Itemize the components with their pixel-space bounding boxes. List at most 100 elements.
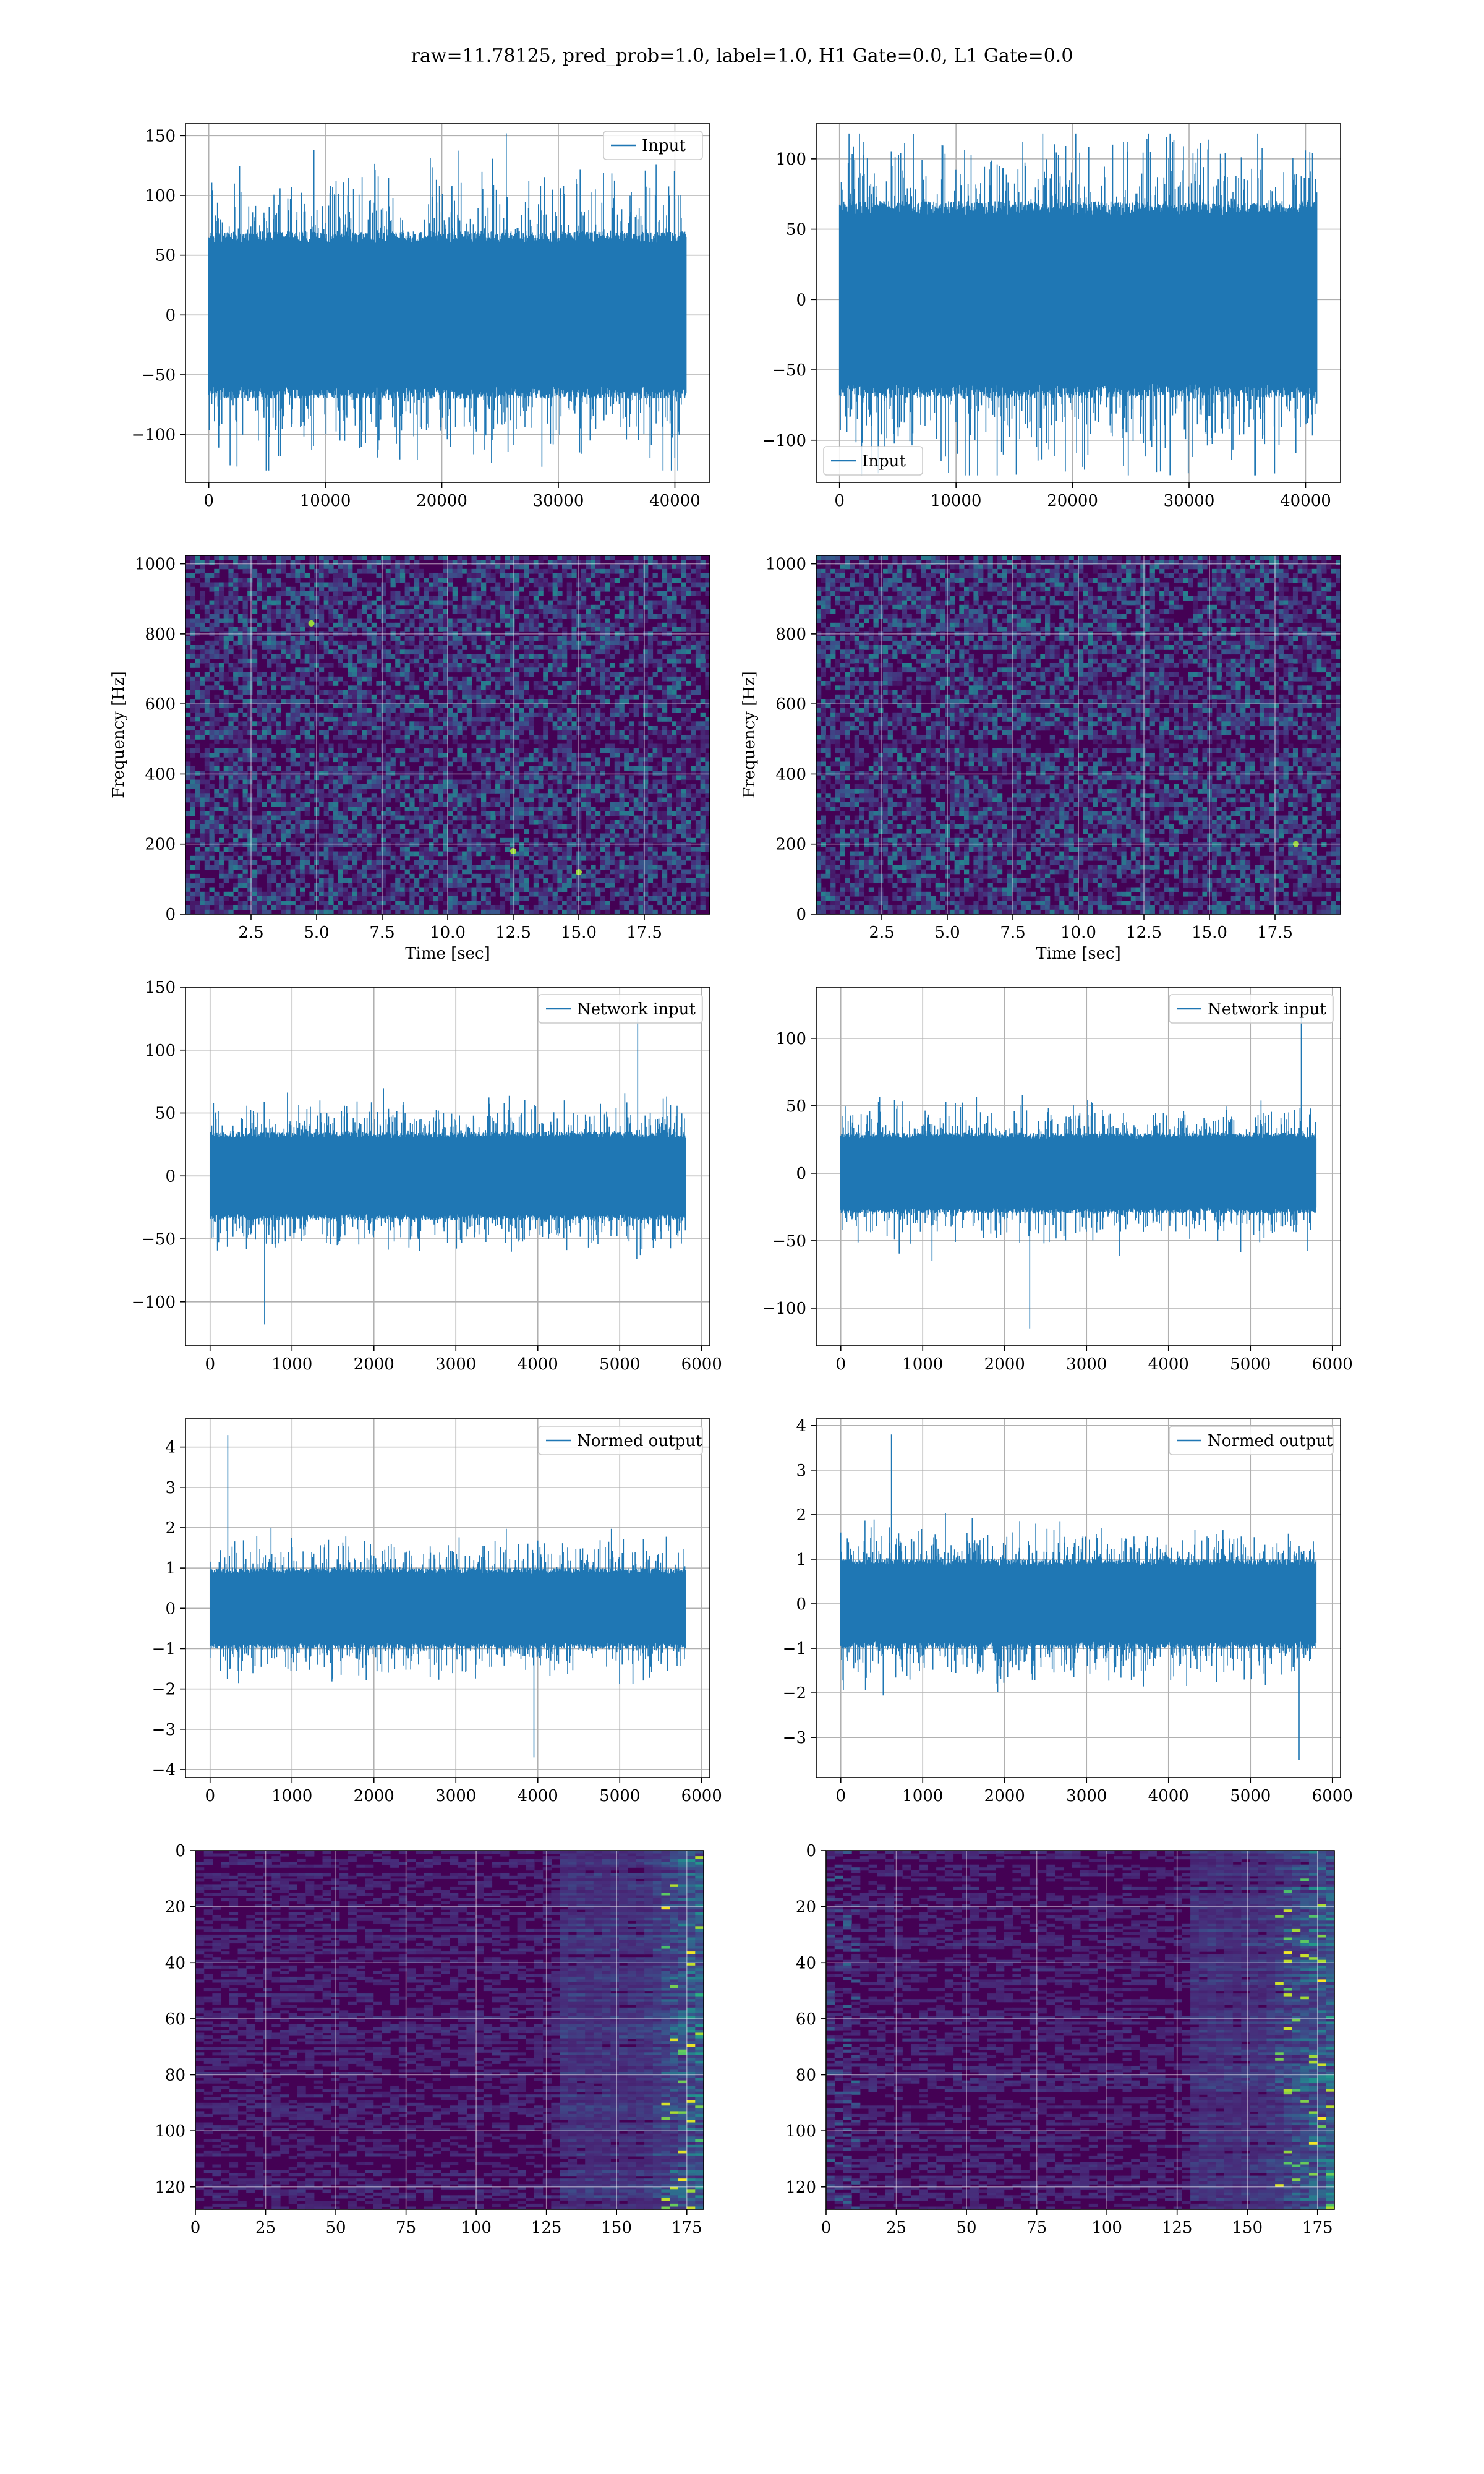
spectrogram-cell [195,789,200,794]
spectrogram-cell [391,605,396,610]
spectrogram-cell [328,713,333,717]
spectrogram-cell [519,645,524,650]
spectrogram-cell [662,757,667,762]
spectrogram-cell [495,654,500,659]
spectrogram-cell [233,672,238,677]
spectrogram-cell [701,820,706,825]
spectrogram-cell [214,573,219,578]
spectrogram-cell [562,636,567,641]
spectrogram-cell [653,847,658,852]
spectrogram-cell [701,838,706,843]
spectrogram-cell [672,730,676,735]
spectrogram-cell [490,753,495,758]
spectrogram-cell [419,856,424,861]
spectrogram-cell [476,573,481,578]
spectrogram-cell [696,555,701,560]
spectrogram-cell [691,829,696,834]
spectrogram-cell [595,623,600,628]
spectrogram-cell [571,569,576,574]
spectrogram-cell [271,672,276,677]
spectrogram-cell [581,578,586,583]
spectrogram-cell [510,780,514,785]
spectrogram-cell [500,654,505,659]
spectrogram-cell [348,565,352,570]
spectrogram-cell [696,663,701,668]
spectrogram-cell [400,834,405,839]
spectrogram-cell [571,766,576,771]
spectrogram-cell [472,726,477,731]
spectrogram-cell [372,583,377,588]
spectrogram-cell [267,798,271,803]
spectrogram-cell [457,708,462,713]
spectrogram-cell [529,645,534,650]
spectrogram-cell [629,677,634,682]
spectrogram-cell [348,695,352,700]
spectrogram-cell [238,856,243,861]
spectrogram-cell [224,753,229,758]
spectrogram-cell [462,816,467,821]
spectrogram-cell [562,685,567,690]
spectrogram-cell [186,636,190,641]
spectrogram-cell [233,555,238,560]
spectrogram-cell [238,708,243,713]
spectrogram-cell [414,695,419,700]
spectrogram-cell [686,735,691,740]
spectrogram-cell [295,649,300,654]
spectrogram-cell [662,645,667,650]
spectrogram-cell [214,748,219,753]
spectrogram-cell [629,605,634,610]
spectrogram-cell [653,766,658,771]
spectrogram-cell [581,753,586,758]
spectrogram-cell [391,699,396,704]
spectrogram-cell [586,775,591,780]
spectrogram-cell [524,627,529,632]
spectrogram-cell [324,663,329,668]
spectrogram-cell [481,685,486,690]
spectrogram-cell [414,565,419,570]
spectrogram-cell [205,649,210,654]
spectrogram-cell [243,627,248,632]
spectrogram-cell [514,757,519,762]
spectrogram-cell [190,793,195,798]
spectrogram-cell [409,623,414,628]
spectrogram-cell [372,609,377,614]
spectrogram-cell [247,753,252,758]
spectrogram-cell [586,834,591,839]
spectrogram-cell [505,744,510,749]
spectrogram-cell [247,744,252,749]
spectrogram-cell [490,721,495,726]
spectrogram-cell [200,605,205,610]
spectrogram-cell [634,708,639,713]
spectrogram-cell [681,645,686,650]
spectrogram-cell [586,654,591,659]
spectrogram-cell [372,695,377,700]
spectrogram-cell [281,824,286,829]
spectrogram-cell [333,596,338,601]
spectrogram-cell [519,717,524,722]
spectrogram-cell [195,847,200,852]
spectrogram-cell [696,829,701,834]
spectrogram-cell [510,757,514,762]
spectrogram-cell [472,601,477,606]
spectrogram-cell [686,789,691,794]
spectrogram-cell [662,798,667,803]
spectrogram-cell [653,659,658,664]
spectrogram-cell [243,852,248,857]
spectrogram-cell [405,591,410,596]
spectrogram-cell [300,618,305,623]
spectrogram-cell [657,762,662,767]
spectrogram-cell [305,659,310,664]
spectrogram-cell [219,685,224,690]
spectrogram-cell [252,636,257,641]
spectrogram-cell [324,713,329,717]
spectrogram-cell [195,793,200,798]
spectrogram-cell [686,578,691,583]
spectrogram-cell [620,789,625,794]
spectrogram-cell [490,802,495,807]
spectrogram-cell [267,636,271,641]
spectrogram-cell [352,690,357,695]
spectrogram-cell [571,807,576,811]
spectrogram-cell [214,730,219,735]
spectrogram-cell [348,780,352,785]
spectrogram-cell [629,601,634,606]
